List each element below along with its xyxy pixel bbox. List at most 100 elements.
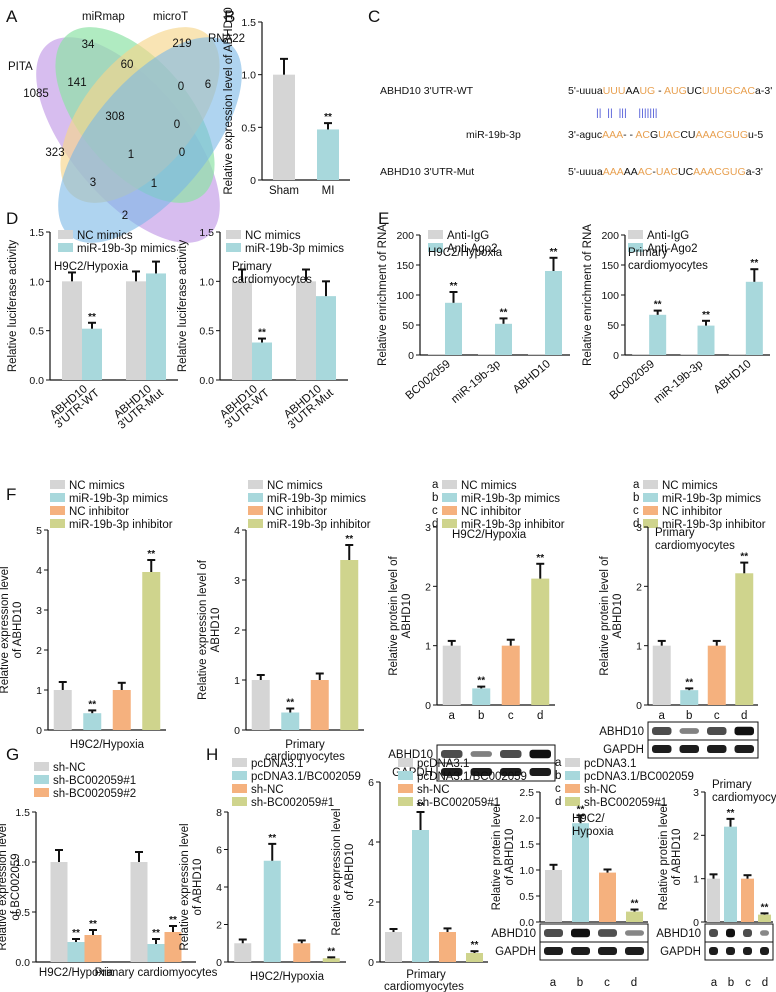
blot-band-H3 [625,947,644,955]
seq-segment: - - [623,129,635,141]
y-tick-label: 2 [368,897,374,909]
seq-segment: a-3' [755,85,772,97]
y-axis-label: of ABHD10 [671,829,683,886]
y-tick-label: 0 [234,725,240,737]
bar-F1 [112,690,131,730]
legend-e2-swatch [628,243,643,252]
venn-region-count: 0 [178,81,184,93]
y-tick-label: 1.5 [29,227,44,239]
significance-mark: ** [147,549,155,560]
legend-e1-swatch [428,230,443,239]
y-tick-label: 1 [234,675,240,687]
legend-h3-swatch [565,797,580,806]
blot-band-F4 [707,727,727,735]
venn-region-count: 0 [179,147,185,159]
x-tick-label: miR-19b-3p [449,358,503,406]
y-tick-label: 2 [425,581,431,593]
bar-B [317,129,339,180]
y-axis-label: ABHD10 [210,608,222,653]
y-tick-label: 0 [250,175,256,187]
panel-label-H: H [206,745,218,764]
y-axis-label: Relative enrichment of RNA [582,224,594,366]
legend-f1-label: miR-19b-3p inhibitor [69,519,173,531]
y-tick-label: 2.5 [519,787,534,799]
seq-segment: UUUGCAC [702,85,756,97]
legend-g-swatch [34,762,49,771]
legend-f3-label: miR-19b-3p mimics [461,493,560,505]
blot-band-F4 [734,745,754,753]
seq-segment: AC [635,129,650,141]
blot-band-F4 [652,727,672,735]
seq-segment: UUU [603,85,626,97]
blot-band-H3 [544,947,563,955]
mut-label: ABHD10 3'UTR-Mut [380,166,474,178]
seq-segment: 3'-aguc [568,129,602,141]
bar-H4 [724,826,737,922]
venn-set-rna22 [58,37,242,243]
legend-h3-swatch [565,771,580,780]
blot-band-F3 [470,751,492,757]
blot-band-F3 [441,768,463,776]
significance-mark: ** [324,112,332,123]
seq-segment: UC [687,85,703,97]
panel-label-F: F [6,485,16,504]
legend-f3-label: miR-19b-3p inhibitor [461,519,565,531]
legend-f1-swatch [50,519,65,528]
y-axis-label: Relative enrichment of RNA [377,224,389,366]
panel-label-A: A [6,7,18,26]
seq-segment: AAA [603,166,624,178]
bar-H2 [466,953,483,962]
venn-set-label: microT [153,11,188,23]
chart-title: H9C2/Hypoxia [452,529,527,541]
legend-d1-label: NC mimics [77,230,133,242]
y-tick-label: 3 [425,522,431,534]
y-tick-label: 1 [425,641,431,653]
y-tick-label: 200 [601,230,619,242]
bar-E2 [680,354,698,355]
venn-region-count: 6 [205,79,211,91]
seq-segment: 5'-uuua [568,166,603,178]
y-tick-label: 0 [368,957,374,969]
y-tick-label: 1.0 [15,857,30,869]
y-tick-label: 1.5 [241,17,256,29]
bar-F3 [472,688,491,705]
blot-band-F4 [679,728,699,734]
wt-label: ABHD10 3'UTR-WT [380,85,474,97]
y-axis-label: Relative expression level [179,823,191,950]
venn-region-count: 1 [128,149,134,161]
seq-segment: AA [624,166,638,178]
significance-mark: ** [685,677,693,688]
legend-d1-swatch [58,243,73,252]
chart-title: Hypoxia [572,826,614,838]
bar-E1 [428,354,445,355]
chart-title: cardiomyocytes [655,540,735,552]
legend-h1-swatch [232,771,247,780]
chart-title: Primary [628,247,668,259]
y-axis-label: Relative luciferase activity [7,240,19,373]
legend-f3-letter: a [432,479,439,491]
significance-mark: ** [500,307,508,318]
bar-H3 [545,870,562,922]
bar-E1 [495,323,512,355]
y-tick-label: 200 [396,230,414,242]
blot-frame-F4 [647,739,759,759]
bar-G [84,935,102,962]
chart-title: cardiomyocytes [628,260,708,272]
y-tick-label: 0 [636,700,642,712]
legend-f3-swatch [442,493,457,502]
bar-F2 [340,560,359,730]
blot-band-F3 [500,750,522,758]
blot-band-H3 [544,929,563,937]
seq-segment: G [650,129,658,141]
legend-h3-label: pcDNA3.1/BC002059 [584,771,694,783]
significance-mark: ** [654,300,662,311]
blot-label: ABHD10 [656,928,701,940]
y-axis-label: Relative protein level [491,804,503,911]
bar-H2 [385,932,402,962]
y-axis-label: Relative luciferase activity [177,240,189,373]
significance-mark: ** [450,281,458,292]
legend-h1-label: pcDNA3.1 [251,758,303,770]
bar-F3 [442,645,461,705]
y-tick-label: 1 [693,874,699,886]
significance-mark: ** [286,698,294,709]
